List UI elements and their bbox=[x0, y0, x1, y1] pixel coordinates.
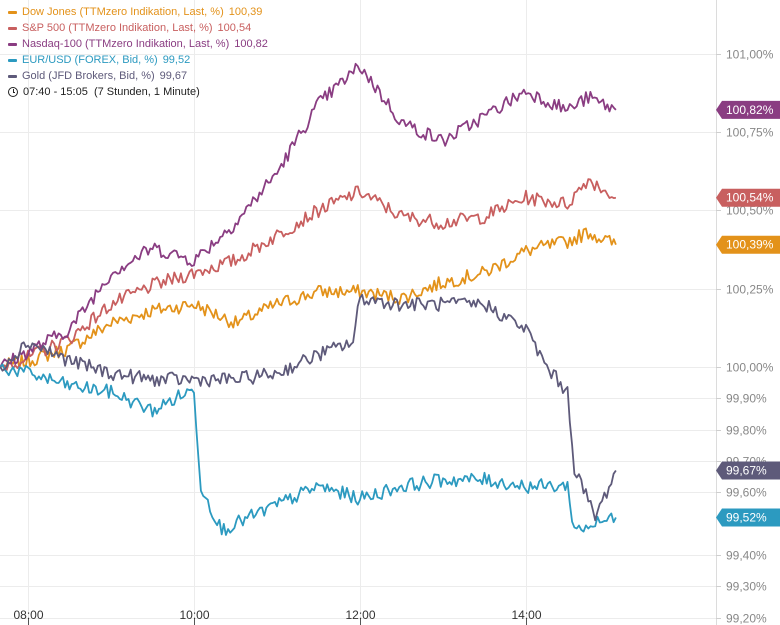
y-tick-label-6: 99,80% bbox=[726, 424, 767, 438]
legend-swatch-3 bbox=[8, 58, 17, 62]
legend-name-1: S&P 500 (TTMzero Indikation, Last, %) bbox=[22, 22, 213, 34]
y-tick-label-11: 99,20% bbox=[726, 612, 767, 625]
legend-item-2[interactable]: Nasdaq-100 (TTMzero Indikation, Last, %)… bbox=[8, 36, 268, 52]
legend-item-1[interactable]: S&P 500 (TTMzero Indikation, Last, %) 100… bbox=[8, 20, 268, 36]
y-tick-label-9: 99,40% bbox=[726, 549, 767, 563]
series-line-0 bbox=[0, 227, 617, 370]
badge-label-0: 100,39% bbox=[726, 238, 774, 252]
time-range: 07:40 - 15:05 bbox=[23, 86, 88, 98]
last-value-badge-1: 100,54% bbox=[716, 188, 780, 207]
time-detail: (7 Stunden, 1 Minute) bbox=[93, 86, 200, 98]
legend-rows: Dow Jones (TTMzero Indikation, Last, %) 1… bbox=[8, 4, 268, 84]
y-tick-label-10: 99,30% bbox=[726, 580, 767, 594]
y-tick-label-3: 100,25% bbox=[726, 283, 774, 297]
legend-swatch-2 bbox=[8, 42, 17, 46]
x-axis: 08:00 10:00 12:00 14:00 bbox=[13, 608, 542, 625]
badge-label-1: 100,54% bbox=[726, 191, 774, 205]
y-tick-label-2: 100,50% bbox=[726, 204, 774, 218]
legend-swatch-1 bbox=[8, 26, 17, 30]
x-tick-label-0: 08:00 bbox=[13, 608, 43, 622]
series-lines bbox=[0, 62, 617, 536]
y-axis: 101,00% 100,75% 100,50% 100,25% 100,00% 99,90… bbox=[716, 48, 774, 625]
legend: Dow Jones (TTMzero Indikation, Last, %) 1… bbox=[8, 4, 268, 100]
legend-item-3[interactable]: EUR/USD (FOREX, Bid, %) 99,52 bbox=[8, 52, 268, 68]
badge-shape-4 bbox=[716, 461, 780, 480]
legend-swatch-0 bbox=[8, 10, 17, 14]
series-line-2 bbox=[0, 62, 617, 368]
badge-label-2: 100,82% bbox=[726, 103, 774, 117]
grid bbox=[0, 0, 717, 625]
x-tick-label-2: 12:00 bbox=[345, 608, 375, 622]
last-value-badges: 100,39% 100,54% 100,82% 99,52% 99,67% bbox=[716, 100, 780, 527]
legend-item-0[interactable]: Dow Jones (TTMzero Indikation, Last, %) 1… bbox=[8, 4, 268, 20]
legend-value-3: 99,52 bbox=[162, 54, 191, 66]
badge-shape-2 bbox=[716, 100, 780, 119]
y-tick-label-4: 100,00% bbox=[726, 361, 774, 375]
clock-icon bbox=[8, 87, 18, 97]
badge-shape-0 bbox=[716, 235, 780, 254]
y-tick-label-0: 101,00% bbox=[726, 48, 774, 62]
series-line-4 bbox=[0, 293, 617, 522]
legend-name-0: Dow Jones (TTMzero Indikation, Last, %) bbox=[22, 6, 224, 18]
legend-name-4: Gold (JFD Brokers, Bid, %) bbox=[22, 70, 155, 82]
x-tick-label-1: 10:00 bbox=[179, 608, 209, 622]
last-value-badge-4: 99,67% bbox=[716, 461, 780, 480]
legend-item-4[interactable]: Gold (JFD Brokers, Bid, %) 99,67 bbox=[8, 68, 268, 84]
last-value-badge-3: 99,52% bbox=[716, 508, 780, 527]
legend-name-2: Nasdaq-100 (TTMzero Indikation, Last, %) bbox=[22, 38, 230, 50]
badge-label-4: 99,67% bbox=[726, 464, 767, 478]
legend-value-1: 100,54 bbox=[217, 22, 252, 34]
legend-swatch-4 bbox=[8, 74, 17, 78]
badge-label-3: 99,52% bbox=[726, 511, 767, 525]
legend-value-4: 99,67 bbox=[159, 70, 188, 82]
series-line-1 bbox=[0, 178, 617, 371]
x-tick-label-3: 14:00 bbox=[511, 608, 541, 622]
last-value-badge-0: 100,39% bbox=[716, 235, 780, 254]
badge-shape-3 bbox=[716, 508, 780, 527]
series-line-3 bbox=[0, 363, 617, 536]
y-tick-label-5: 99,90% bbox=[726, 392, 767, 406]
legend-value-2: 100,82 bbox=[234, 38, 268, 50]
legend-name-3: EUR/USD (FOREX, Bid, %) bbox=[22, 54, 158, 66]
legend-value-0: 100,39 bbox=[228, 6, 263, 18]
y-tick-label-1: 100,75% bbox=[726, 126, 774, 140]
last-value-badge-2: 100,82% bbox=[716, 100, 780, 119]
badge-shape-1 bbox=[716, 188, 780, 207]
y-tick-label-8: 99,60% bbox=[726, 486, 767, 500]
time-range-row: 07:40 - 15:05 (7 Stunden, 1 Minute) bbox=[8, 84, 268, 100]
